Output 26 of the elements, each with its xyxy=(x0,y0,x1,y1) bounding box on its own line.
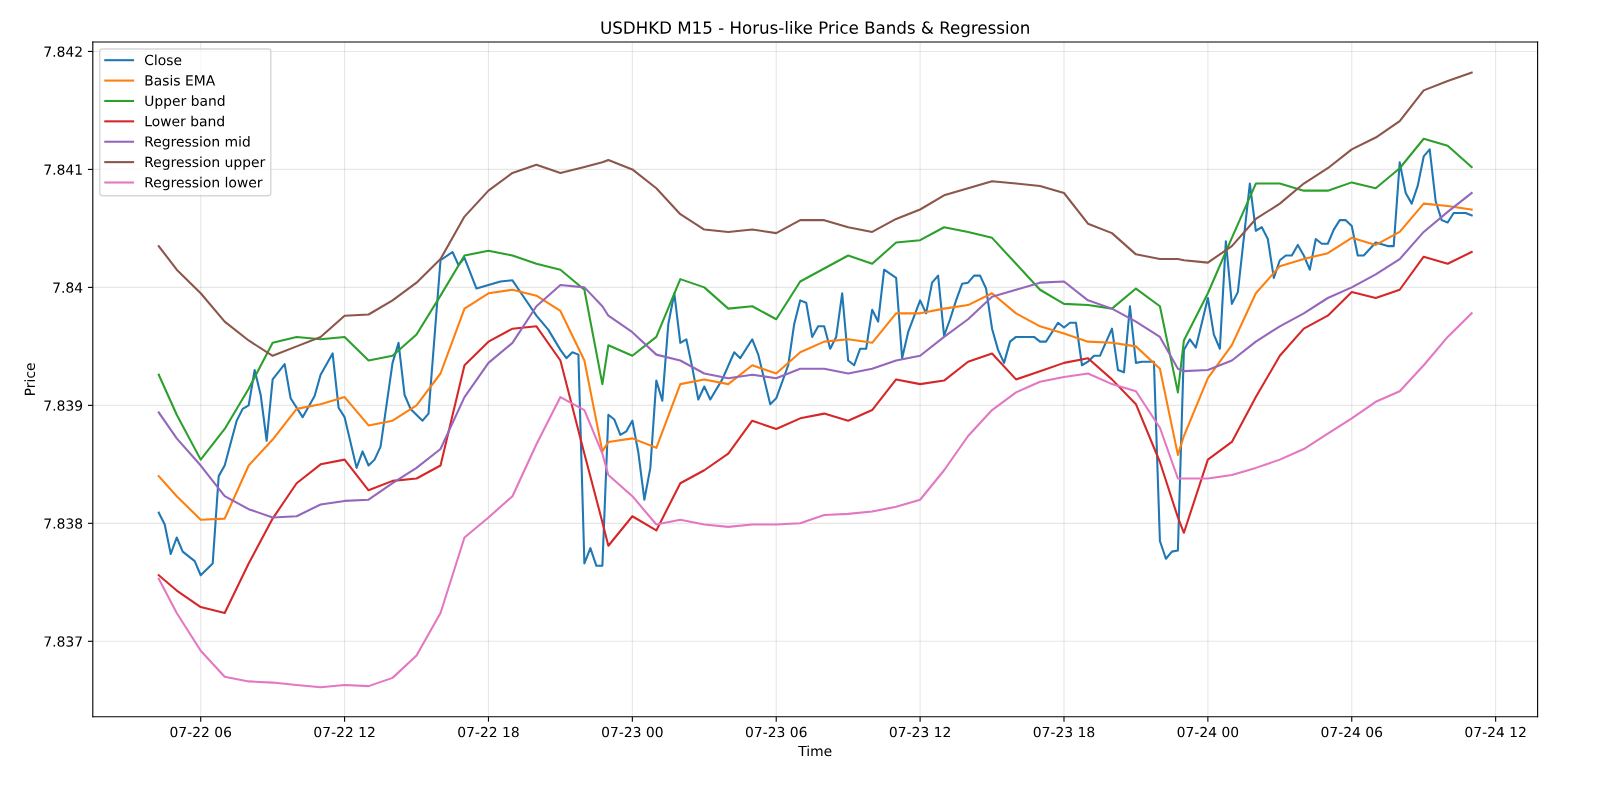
x-tick-label: 07-23 06 xyxy=(745,726,807,738)
y-tick-label: 7.841 xyxy=(44,164,82,175)
x-tick-label: 07-24 12 xyxy=(1465,726,1526,738)
y-tick-label: 7.84 xyxy=(53,282,83,293)
x-tick-label: 07-24 00 xyxy=(1177,726,1239,738)
y-tick-label: 7.842 xyxy=(44,46,82,57)
x-tick-label: 07-22 06 xyxy=(170,726,232,738)
legend-label: Upper band xyxy=(145,95,225,109)
y-tick-label: 7.839 xyxy=(44,400,83,411)
legend-label: Basis EMA xyxy=(145,74,216,86)
y-tick-label: 7.838 xyxy=(44,518,83,529)
x-axis-title: Time xyxy=(798,745,832,757)
x-tick-label: 07-22 18 xyxy=(458,726,519,738)
x-tick-label: 07-23 00 xyxy=(602,726,663,738)
y-tick-label: 7.837 xyxy=(44,636,82,647)
legend-label: Regression upper xyxy=(145,156,266,170)
legend-label: Regression lower xyxy=(145,176,263,191)
legend-label: Lower band xyxy=(145,115,224,127)
legend-label: Regression mid xyxy=(145,136,250,150)
x-tick-label: 07-22 12 xyxy=(314,726,375,738)
x-tick-label: 07-23 18 xyxy=(1033,726,1095,738)
x-tick-label: 07-24 06 xyxy=(1321,726,1383,738)
y-axis-title: Price xyxy=(24,363,36,395)
x-tick-label: 07-23 12 xyxy=(889,726,950,738)
chart-title: USDHKD M15 - Horus-like Price Bands & Regression xyxy=(601,21,1029,38)
legend-label: Close xyxy=(144,54,182,66)
